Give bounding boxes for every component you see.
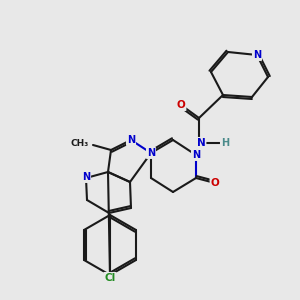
Text: N: N	[253, 50, 261, 60]
Text: O: O	[211, 178, 219, 188]
Text: Cl: Cl	[104, 273, 116, 283]
Text: N: N	[82, 172, 90, 182]
Text: N: N	[127, 135, 135, 145]
Text: N: N	[192, 150, 200, 160]
Text: N: N	[147, 148, 155, 158]
Text: N: N	[196, 138, 206, 148]
Text: CH₃: CH₃	[71, 140, 89, 148]
Text: H: H	[221, 138, 229, 148]
Text: O: O	[177, 100, 185, 110]
